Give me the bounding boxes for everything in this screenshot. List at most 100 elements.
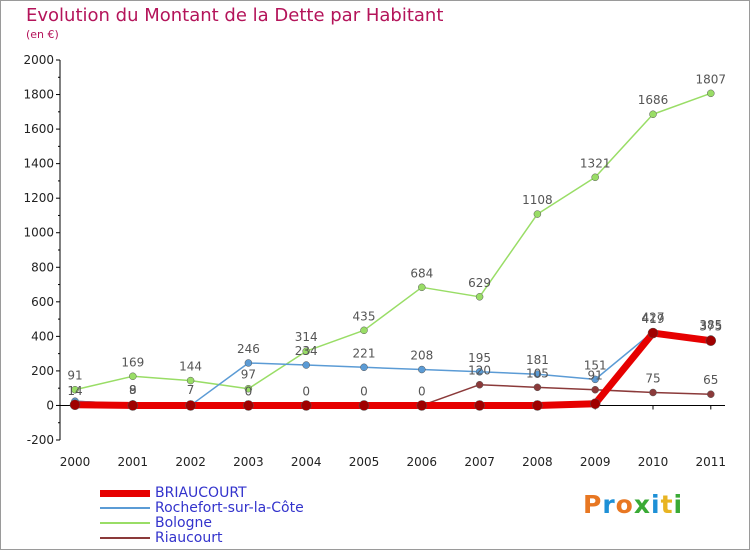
data-point xyxy=(475,380,484,389)
x-tick-label: 2011 xyxy=(696,455,727,469)
data-label: 208 xyxy=(410,349,433,363)
y-tick-label: 1000 xyxy=(23,226,54,240)
data-point xyxy=(69,399,81,411)
data-point xyxy=(185,400,196,411)
legend-label: Rochefort-sur-la-Côte xyxy=(155,500,304,516)
data-label: 684 xyxy=(410,266,433,280)
data-label: 0 xyxy=(418,384,426,398)
data-point xyxy=(649,110,657,118)
data-label: 246 xyxy=(237,342,260,356)
data-point xyxy=(360,363,368,372)
y-tick-label: 400 xyxy=(31,329,54,343)
proxiti-logo: Proxiti xyxy=(583,490,683,519)
x-tick-label: 2007 xyxy=(464,455,495,469)
series-line-2 xyxy=(74,92,712,391)
x-tick-label: 2000 xyxy=(60,455,91,469)
data-label: 221 xyxy=(353,346,376,360)
data-point xyxy=(589,398,601,409)
y-tick-label: 0 xyxy=(46,398,54,412)
x-tick-label: 2003 xyxy=(233,455,264,469)
data-label: 427 xyxy=(642,311,665,325)
logo-letter: i xyxy=(673,490,684,519)
data-point xyxy=(358,400,370,411)
data-point xyxy=(532,400,543,411)
data-label: 65 xyxy=(703,373,718,387)
data-label: 0 xyxy=(360,384,368,398)
data-point xyxy=(591,375,599,384)
y-tick-label: 2000 xyxy=(23,53,54,67)
data-label: 91 xyxy=(67,369,82,383)
logo-letter: t xyxy=(660,490,674,519)
x-tick-label: 2001 xyxy=(118,455,149,469)
data-label: 97 xyxy=(241,368,256,382)
legend-item: BRIAUCOURT xyxy=(100,485,360,501)
data-label: 195 xyxy=(468,351,491,365)
data-point xyxy=(302,361,310,369)
chart-title: Evolution du Montant de la Dette par Hab… xyxy=(26,5,444,26)
data-label: 169 xyxy=(121,355,144,369)
legend-item: Bologne xyxy=(100,515,360,531)
data-label: 629 xyxy=(468,276,491,290)
x-tick-label: 2006 xyxy=(407,455,438,469)
data-point xyxy=(475,293,484,301)
data-point xyxy=(71,385,79,394)
data-point xyxy=(244,384,253,393)
x-tick-label: 2009 xyxy=(580,455,611,469)
logo-letter: r xyxy=(602,490,616,519)
data-point xyxy=(705,335,717,346)
data-label: 14 xyxy=(67,384,82,398)
legend-swatch xyxy=(100,522,150,524)
y-tick-label: 1600 xyxy=(23,122,54,136)
legend-label: BRIAUCOURT xyxy=(155,485,247,501)
series-line-1 xyxy=(74,330,712,407)
data-point xyxy=(649,388,657,397)
data-point xyxy=(533,383,542,392)
data-point xyxy=(244,359,253,367)
legend-swatch xyxy=(100,507,150,509)
y-tick-label: -200 xyxy=(27,433,54,447)
legend-swatch xyxy=(100,537,150,539)
logo-letter: P xyxy=(583,490,603,519)
data-label: 419 xyxy=(642,312,665,326)
data-point xyxy=(127,400,139,411)
data-point xyxy=(418,283,426,292)
data-label: 0 xyxy=(302,384,310,398)
legend-label: Riaucourt xyxy=(155,530,223,546)
data-point xyxy=(243,400,254,411)
data-label: 105 xyxy=(526,366,549,380)
y-tick-label: 600 xyxy=(31,295,54,309)
data-point xyxy=(707,89,715,98)
legend-label: Bologne xyxy=(155,515,212,531)
data-point xyxy=(475,368,484,376)
x-tick-label: 2004 xyxy=(291,455,322,469)
data-label: 144 xyxy=(179,360,202,374)
series-line-0 xyxy=(71,329,715,409)
y-tick-label: 1400 xyxy=(23,157,54,171)
data-point xyxy=(418,365,426,374)
y-tick-label: 800 xyxy=(31,260,54,274)
data-label: 314 xyxy=(295,330,318,344)
data-point xyxy=(591,385,599,394)
data-point xyxy=(533,210,542,218)
data-label: 234 xyxy=(295,344,318,358)
legend-item: Rochefort-sur-la-Côte xyxy=(100,500,360,516)
data-label: 91 xyxy=(588,369,603,383)
data-label: 8 xyxy=(129,383,137,397)
legend-swatch xyxy=(100,489,150,497)
y-tick-label: 1800 xyxy=(23,88,54,102)
data-label: 435 xyxy=(353,309,376,323)
data-point xyxy=(591,173,599,182)
x-tick-label: 2010 xyxy=(638,455,669,469)
data-point xyxy=(474,400,485,411)
data-label: 385 xyxy=(699,318,722,332)
y-tick-label: 200 xyxy=(31,364,54,378)
data-label: 1321 xyxy=(580,156,611,170)
data-point xyxy=(302,347,310,355)
data-label: 151 xyxy=(584,358,607,372)
chart-subtitle: (en €) xyxy=(26,28,59,41)
data-label: 0 xyxy=(245,384,253,398)
data-point xyxy=(129,372,137,381)
data-label: 1807 xyxy=(696,72,727,86)
